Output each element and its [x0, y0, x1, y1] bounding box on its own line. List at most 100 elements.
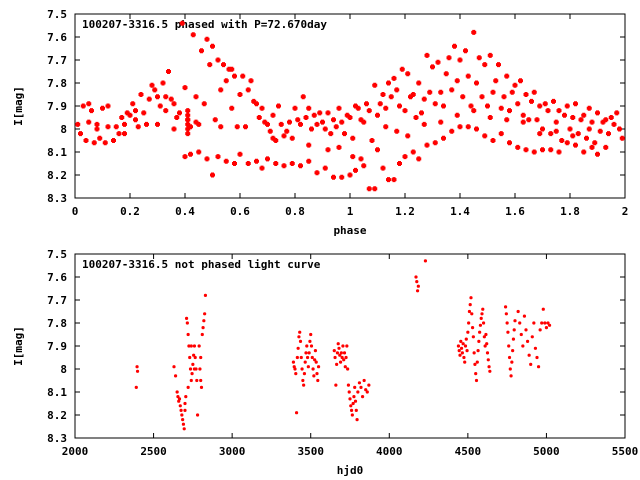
unphased-data-point — [184, 395, 188, 399]
unphased-data-point — [316, 378, 320, 383]
phased-data-point — [229, 66, 235, 72]
unphased-xtick-label: 5500 — [612, 445, 639, 458]
phased-data-point — [432, 140, 438, 146]
unphased-data-point — [476, 349, 480, 353]
unphased-data-point — [199, 385, 204, 389]
phased-data-point — [617, 126, 622, 132]
phased-data-point — [350, 135, 356, 141]
phased-data-point — [421, 121, 427, 127]
unphased-data-point — [340, 355, 344, 360]
phased-xtick-label: 1 — [347, 205, 354, 218]
phased-data-point — [518, 78, 523, 84]
phased-data-point — [336, 144, 342, 150]
phased-data-point — [314, 121, 320, 127]
unphased-data-point — [506, 330, 510, 334]
unphased-data-point — [512, 328, 516, 332]
unphased-data-point — [297, 335, 301, 339]
phased-data-point — [185, 117, 191, 123]
unphased-data-point — [459, 346, 464, 350]
phased-data-point — [405, 71, 411, 77]
unphased-ytick-label: 8.1 — [47, 386, 67, 399]
unphased-data-point — [202, 319, 206, 323]
phased-data-point — [589, 119, 595, 125]
phased-data-point — [564, 103, 570, 109]
phased-data-point — [223, 78, 229, 84]
phased-chart: 100207-3316.5 phased with P=72.670day ph… — [12, 8, 628, 237]
phased-data-point — [424, 142, 430, 148]
phased-data-point — [303, 115, 309, 120]
unphased-data-point — [513, 319, 517, 323]
phased-data-point — [419, 110, 424, 116]
unphased-data-point — [538, 328, 542, 332]
unphased-data-point — [195, 378, 199, 383]
phased-data-point — [581, 149, 587, 155]
phased-data-point — [284, 128, 290, 134]
phased-data-point — [383, 124, 389, 130]
unphased-data-point — [365, 390, 369, 394]
phased-data-point — [146, 96, 152, 102]
unphased-data-point — [473, 362, 477, 366]
phased-data-point — [564, 140, 570, 146]
unphased-data-point — [456, 344, 461, 348]
unphased-ytick-label: 7.9 — [47, 340, 67, 353]
phased-data-point — [179, 20, 185, 26]
phased-data-point — [556, 108, 562, 114]
phased-data-point — [537, 103, 543, 109]
phased-data-point — [289, 135, 295, 141]
unphased-data-point — [524, 328, 528, 332]
unphased-data-point — [193, 355, 197, 360]
unphased-data-point — [198, 367, 202, 371]
unphased-data-point — [481, 321, 486, 325]
phased-data-point — [454, 78, 460, 84]
unphased-data-point — [294, 411, 299, 415]
phased-data-point — [380, 165, 386, 171]
phased-data-point — [229, 105, 235, 111]
phased-data-point — [548, 131, 554, 137]
unphased-data-point — [187, 344, 191, 348]
phased-data-point — [210, 172, 215, 178]
phased-data-point — [270, 112, 276, 118]
phased-data-point — [567, 126, 573, 132]
unphased-xtick-label: 3500 — [297, 445, 324, 458]
phased-data-point — [163, 108, 169, 114]
phased-data-point — [306, 105, 312, 111]
unphased-data-point — [479, 316, 483, 320]
phased-data-point — [105, 103, 111, 109]
phased-data-point — [221, 62, 226, 68]
phased-data-point — [449, 128, 455, 134]
phased-data-point — [333, 124, 339, 130]
phased-data-point — [471, 108, 477, 114]
phased-data-point — [504, 117, 510, 123]
phased-data-point — [232, 161, 237, 166]
phased-data-point — [155, 94, 160, 100]
phased-data-point — [432, 101, 438, 107]
unphased-data-point — [349, 408, 354, 412]
unphased-data-point — [474, 378, 479, 383]
unphased-data-point — [509, 374, 513, 378]
unphased-data-point — [296, 346, 300, 350]
phased-data-point — [529, 98, 534, 104]
unphased-data-point — [303, 360, 307, 364]
unphased-data-point — [468, 303, 472, 307]
phased-data-point — [578, 117, 584, 123]
phased-data-point — [314, 170, 320, 176]
phased-data-point — [182, 85, 188, 91]
unphased-data-point — [546, 321, 550, 325]
phased-data-point — [479, 94, 485, 100]
phased-data-point — [122, 121, 127, 127]
unphased-data-point — [179, 408, 183, 412]
phased-data-point — [512, 82, 518, 88]
phased-data-point — [185, 126, 191, 132]
phased-data-point — [210, 43, 215, 49]
phased-data-point — [584, 135, 589, 141]
unphased-data-point — [182, 427, 186, 431]
phased-data-point — [331, 117, 336, 123]
unphased-data-point — [203, 312, 207, 316]
unphased-data-point — [505, 321, 509, 325]
unphased-data-point — [474, 372, 478, 376]
phased-data-point — [339, 174, 345, 180]
phased-data-point — [386, 177, 391, 183]
unphased-data-point — [508, 367, 512, 371]
phased-ytick-label: 7.8 — [47, 77, 67, 90]
